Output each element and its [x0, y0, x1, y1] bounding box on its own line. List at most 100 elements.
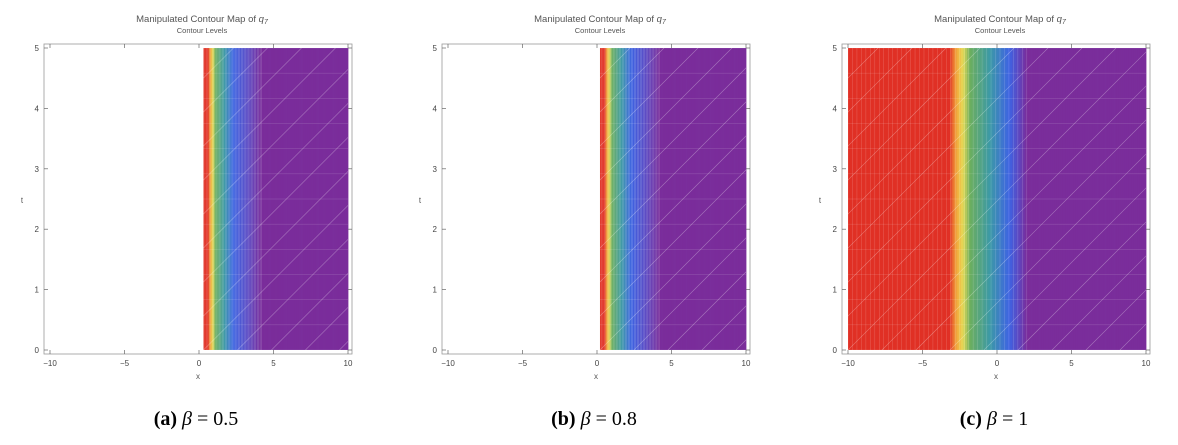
contour-band: [1133, 48, 1136, 350]
contour-band: [619, 48, 622, 350]
contour-band: [323, 48, 325, 350]
contour-band: [716, 48, 719, 350]
chart-subtitle: Contour Levels: [575, 26, 626, 35]
contour-band: [1031, 48, 1034, 350]
contour-band: [289, 48, 291, 350]
contour-band: [622, 48, 625, 350]
contour-band: [223, 48, 225, 350]
y-tick-label: 1: [35, 286, 40, 295]
contour-band: [931, 48, 934, 350]
y-tick-label: 4: [35, 104, 40, 113]
contour-band: [304, 48, 307, 350]
contour-band: [285, 48, 287, 350]
contour-band: [674, 48, 676, 350]
contour-band: [984, 48, 987, 350]
contour-band: [894, 48, 898, 350]
contour-band: [1016, 48, 1019, 350]
contour-band: [1075, 48, 1079, 350]
contour-band: [616, 48, 619, 350]
contour-band: [265, 48, 267, 350]
mesh-line: [599, 48, 699, 147]
contour-band: [620, 48, 623, 350]
mesh-line: [1085, 289, 1146, 350]
mesh-line: [848, 48, 947, 147]
contour-band: [623, 48, 626, 350]
contour-band: [911, 48, 915, 350]
plot-frame: [43, 43, 353, 355]
mesh-line: [0, 48, 97, 350]
mesh-line: [599, 203, 746, 350]
contour-band: [306, 48, 309, 350]
contour-band: [1062, 48, 1066, 350]
contour-band: [261, 48, 263, 350]
contour-band: [707, 48, 709, 350]
contour-band: [658, 48, 660, 350]
contour-band: [243, 48, 246, 350]
contour-band: [685, 48, 687, 350]
contour-band: [688, 48, 691, 350]
contour-band: [324, 48, 326, 350]
mesh-line: [949, 153, 1146, 350]
y-tick-label: 1: [433, 286, 438, 295]
contour-band: [310, 48, 313, 350]
mesh-line: [848, 48, 1015, 215]
contour-band: [288, 48, 290, 350]
mesh-line: [848, 48, 1117, 317]
contour-band: [670, 48, 673, 350]
contour-band: [714, 48, 717, 350]
axis-ticks: [44, 44, 352, 354]
contour-band: [244, 48, 247, 350]
contour-band: [717, 48, 720, 350]
contour-band: [999, 48, 1002, 350]
contour-band: [971, 48, 974, 350]
contour-band: [990, 48, 994, 350]
contour-band: [1041, 48, 1045, 350]
contour-band: [705, 48, 707, 350]
contour-band: [742, 48, 745, 350]
contour-band: [896, 48, 900, 350]
contour-band: [331, 48, 333, 350]
y-axis-label: t: [819, 196, 822, 205]
contour-band: [693, 48, 696, 350]
mesh-line: [203, 48, 268, 113]
contour-band: [722, 48, 724, 350]
contour-band: [653, 48, 655, 350]
contour-band: [733, 48, 735, 350]
contour-band: [236, 48, 238, 350]
contour-band: [644, 48, 647, 350]
contour-band: [719, 48, 722, 350]
contour-band: [1137, 48, 1141, 350]
x-tick-label: 5: [669, 359, 674, 368]
contour-band: [224, 48, 226, 350]
contour-band: [260, 48, 262, 350]
contour-band: [218, 48, 221, 350]
contour-band: [852, 48, 855, 350]
contour-band: [909, 48, 913, 350]
mesh-line: [983, 187, 1146, 350]
contour-mesh: [599, 48, 746, 350]
contour-band: [282, 48, 285, 350]
caption-value: 1: [1018, 408, 1029, 430]
contour-band: [638, 48, 641, 350]
contour-band: [251, 48, 254, 350]
contour-band: [225, 48, 227, 350]
contour-band: [1033, 48, 1036, 350]
contour-band: [1065, 48, 1068, 350]
contour-band: [302, 48, 305, 350]
contour-band: [632, 48, 634, 350]
contour-band: [924, 48, 928, 350]
contour-band: [333, 48, 335, 350]
contour-band: [1141, 48, 1145, 350]
contour-band: [679, 48, 681, 350]
contour-band: [677, 48, 679, 350]
chart-title: Manipulated Contour Map of q7: [534, 14, 667, 26]
contour-band: [613, 48, 615, 350]
mesh-line: [0, 48, 199, 350]
contour-band: [994, 48, 998, 350]
contour-band: [988, 48, 992, 350]
contour-band: [326, 48, 328, 350]
contour-band: [1090, 48, 1094, 350]
contour-band: [633, 48, 635, 350]
y-tick-label: 2: [833, 225, 838, 234]
contour-band: [867, 48, 870, 350]
